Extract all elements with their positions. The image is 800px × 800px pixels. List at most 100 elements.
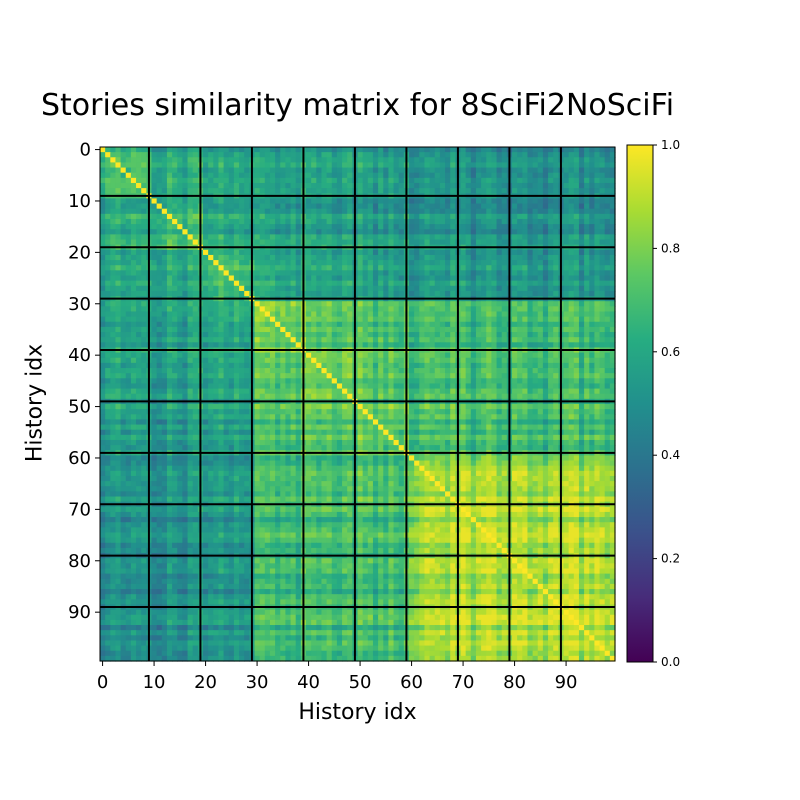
heatmap-cell — [522, 393, 529, 400]
heatmap-cell — [434, 203, 441, 210]
x-axis-label: History idx — [298, 700, 417, 725]
heatmap-cell — [398, 198, 405, 205]
heatmap-cell — [475, 177, 482, 184]
heatmap-cell — [120, 224, 127, 230]
heatmap-cell — [151, 203, 158, 210]
heatmap-cell — [522, 301, 529, 307]
heatmap-cell — [218, 368, 225, 374]
heatmap-cell — [517, 147, 523, 153]
heatmap-cell — [316, 162, 323, 169]
heatmap-cell — [311, 311, 317, 318]
heatmap-cell — [187, 218, 194, 225]
heatmap-cell — [177, 270, 183, 277]
heatmap-cell — [532, 254, 539, 261]
heatmap-cell — [269, 388, 276, 395]
heatmap-cell — [465, 275, 472, 282]
heatmap-cell — [280, 198, 286, 205]
heatmap-cell — [522, 342, 529, 349]
heatmap-cell — [275, 285, 281, 292]
heatmap-cell — [424, 342, 431, 349]
heatmap-cell — [233, 152, 240, 158]
heatmap-cell — [419, 162, 426, 169]
heatmap-cell — [244, 373, 250, 379]
heatmap-cell — [434, 260, 441, 266]
heatmap-cell — [141, 203, 147, 210]
heatmap-cell — [481, 388, 487, 395]
heatmap-cell — [331, 275, 338, 282]
heatmap-cell — [501, 373, 508, 379]
heatmap-cell — [347, 152, 353, 158]
heatmap-cell — [527, 368, 534, 374]
heatmap-cell — [203, 167, 209, 174]
heatmap-cell — [465, 157, 472, 164]
heatmap-cell — [141, 162, 147, 169]
heatmap-cell — [481, 383, 487, 390]
heatmap-cell — [244, 208, 250, 215]
heatmap-cell — [424, 393, 431, 400]
heatmap-cell — [367, 306, 374, 313]
heatmap-cell — [465, 198, 472, 205]
heatmap-cell — [172, 388, 178, 395]
heatmap-cell — [115, 321, 122, 328]
heatmap-cell — [105, 352, 111, 359]
heatmap-cell — [465, 388, 472, 395]
heatmap-cell — [321, 357, 328, 364]
heatmap-cell — [445, 167, 451, 174]
heatmap-cell — [604, 285, 611, 292]
heatmap-cell — [357, 147, 364, 153]
heatmap-cell — [141, 332, 147, 338]
heatmap-cell — [285, 316, 292, 323]
heatmap-cell — [429, 337, 436, 343]
heatmap-cell — [331, 218, 338, 225]
heatmap-cell — [537, 388, 544, 395]
heatmap-cell — [280, 208, 286, 215]
heatmap-cell — [115, 373, 122, 379]
heatmap-cell — [388, 373, 395, 379]
heatmap-cell — [445, 152, 451, 158]
heatmap-cell — [311, 218, 317, 225]
heatmap-cell — [187, 162, 194, 169]
heatmap-cell — [578, 301, 585, 307]
heatmap-cell — [434, 147, 441, 153]
heatmap-cell — [342, 265, 348, 271]
heatmap-cell — [136, 388, 142, 395]
heatmap-cell — [475, 357, 482, 364]
heatmap-cell — [465, 373, 472, 379]
heatmap-cell — [609, 337, 616, 343]
heatmap-cell — [203, 290, 209, 297]
heatmap-cell — [342, 270, 348, 277]
heatmap-cell — [115, 249, 122, 256]
heatmap-cell — [604, 275, 611, 282]
heatmap-cell — [161, 337, 168, 343]
heatmap-cell — [501, 326, 508, 333]
heatmap-cell — [584, 393, 590, 400]
heatmap-cell — [512, 393, 518, 400]
heatmap-cell — [383, 188, 389, 194]
heatmap-cell — [120, 285, 127, 292]
heatmap-cell — [450, 254, 456, 261]
heatmap-cell — [125, 152, 132, 158]
heatmap-cell — [532, 337, 539, 343]
heatmap-cell — [233, 265, 240, 271]
heatmap-cell — [105, 321, 111, 328]
heatmap-cell — [295, 260, 302, 266]
heatmap-cell — [295, 239, 302, 246]
heatmap-cell — [604, 188, 611, 194]
heatmap-cell — [342, 311, 348, 318]
heatmap-cell — [331, 332, 338, 338]
heatmap-cell — [527, 147, 534, 153]
heatmap-cell — [100, 316, 106, 323]
heatmap-cell — [501, 188, 508, 194]
heatmap-cell — [110, 270, 117, 277]
heatmap-cell — [409, 316, 415, 323]
heatmap-cell — [548, 188, 554, 194]
heatmap-cell — [311, 316, 317, 323]
heatmap-cell — [378, 342, 384, 349]
heatmap-cell — [280, 270, 286, 277]
heatmap-cell — [599, 352, 606, 359]
heatmap-cell — [213, 301, 220, 307]
heatmap-cell — [336, 383, 343, 390]
heatmap-cell — [434, 306, 441, 313]
heatmap-cell — [172, 316, 178, 323]
heatmap-cell — [367, 316, 374, 323]
